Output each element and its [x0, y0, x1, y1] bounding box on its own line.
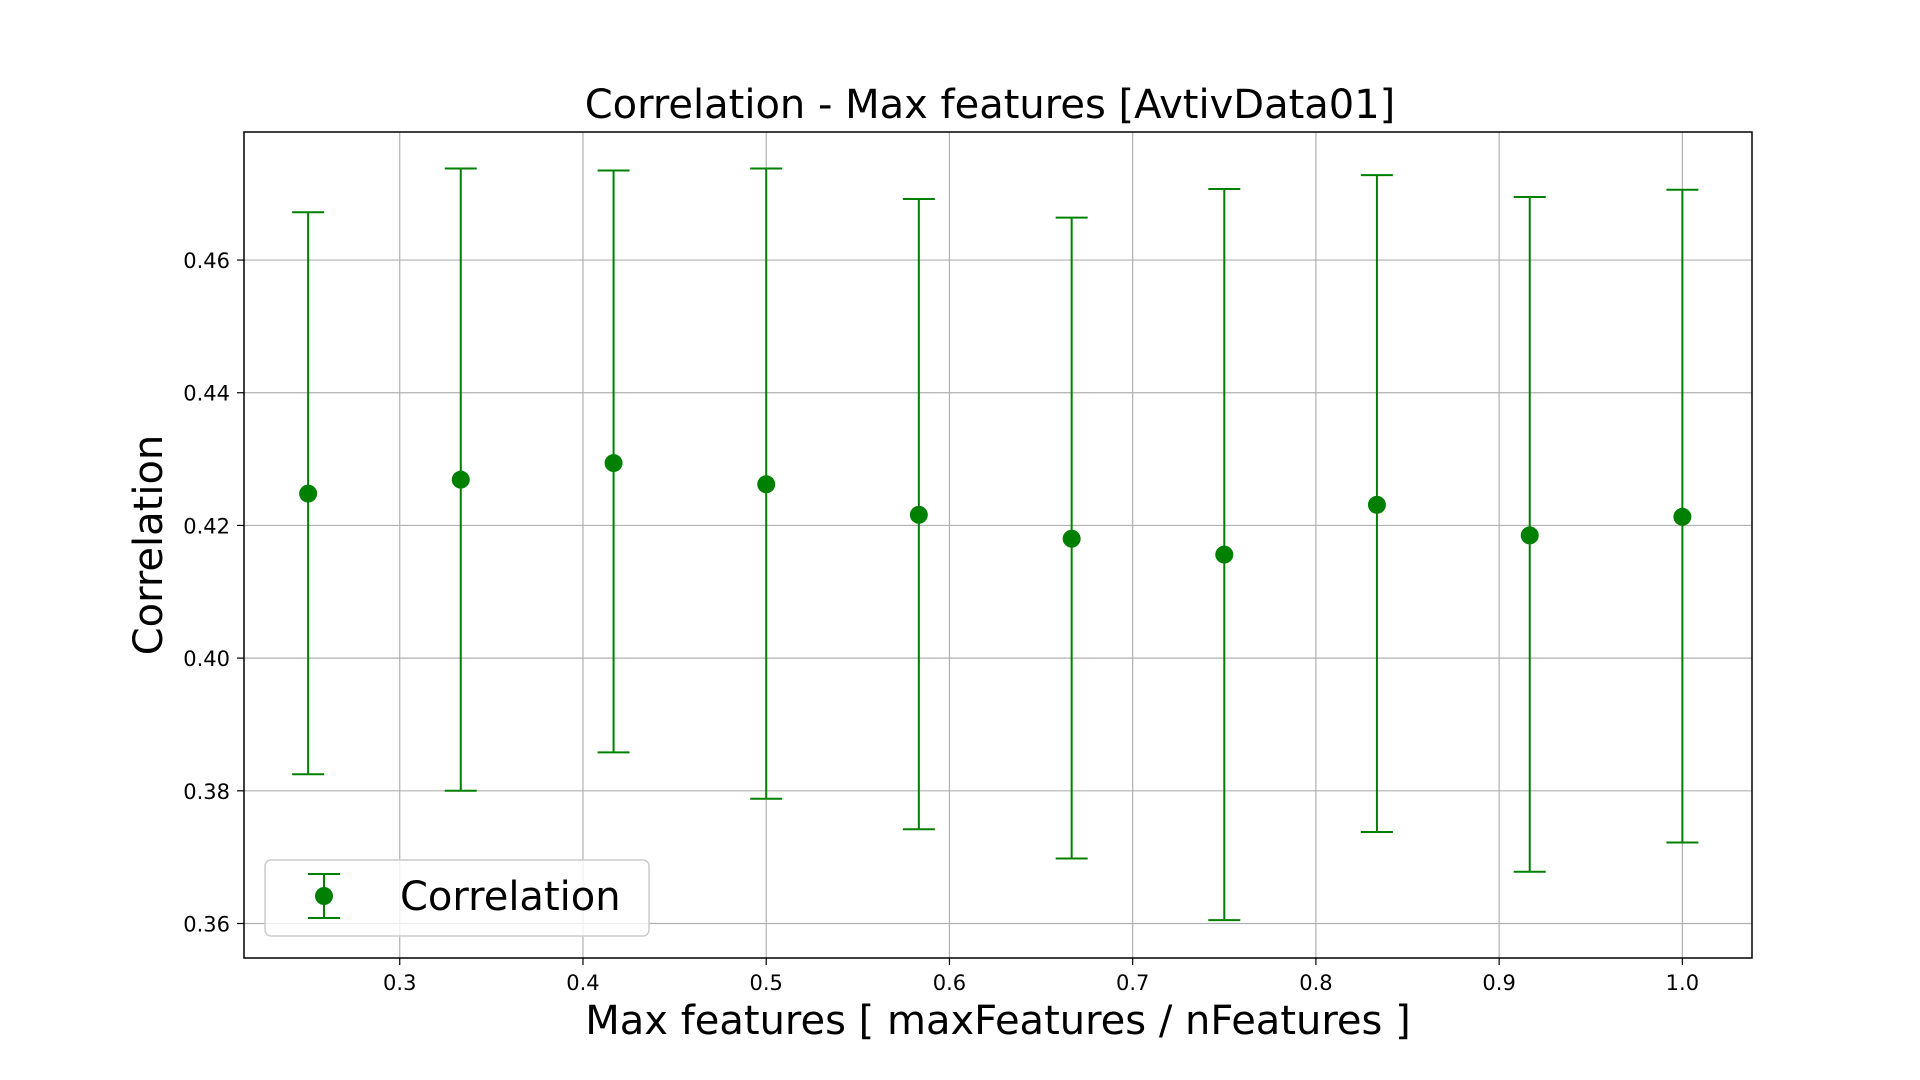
legend: Correlation — [264, 859, 650, 937]
data-point — [1673, 507, 1692, 526]
data-point — [909, 505, 928, 524]
x-tick-label: 1.0 — [1666, 971, 1699, 995]
y-tick-label: 0.46 — [183, 249, 230, 273]
legend-label: Correlation — [400, 874, 621, 920]
y-tick-label: 0.36 — [183, 913, 230, 937]
y-tick-label: 0.42 — [183, 514, 230, 538]
y-tick-label: 0.44 — [183, 382, 230, 406]
x-tick-label: 0.4 — [566, 971, 599, 995]
data-point — [1062, 529, 1081, 548]
x-axis: 0.3 0.4 0.5 0.6 0.7 0.8 0.9 1.0 — [383, 958, 1699, 995]
x-tick-label: 0.6 — [933, 971, 966, 995]
data-point — [451, 470, 470, 489]
legend-marker-icon — [315, 887, 333, 905]
data-point — [1367, 495, 1386, 514]
data-point — [1520, 526, 1539, 545]
y-tick-label: 0.40 — [183, 647, 230, 671]
series-correlation — [292, 167, 1699, 922]
data-point — [604, 454, 623, 473]
x-tick-label: 0.7 — [1116, 971, 1149, 995]
data-point — [757, 475, 776, 494]
legend-box — [264, 859, 650, 937]
x-tick-label: 0.8 — [1299, 971, 1332, 995]
x-axis-label: Max features [ maxFeatures / nFeatures ] — [585, 998, 1410, 1044]
data-point — [299, 484, 318, 503]
y-tick-label: 0.38 — [183, 780, 230, 804]
x-tick-label: 0.9 — [1482, 971, 1515, 995]
x-tick-label: 0.3 — [383, 971, 416, 995]
y-axis: 0.36 0.38 0.40 0.42 0.44 0.46 — [183, 249, 244, 937]
y-axis-label: Correlation — [126, 435, 172, 656]
x-tick-label: 0.5 — [750, 971, 783, 995]
chart-title: Correlation - Max features [AvtivData01] — [585, 82, 1396, 128]
plot-frame — [243, 131, 1753, 959]
data-point — [1215, 545, 1234, 564]
